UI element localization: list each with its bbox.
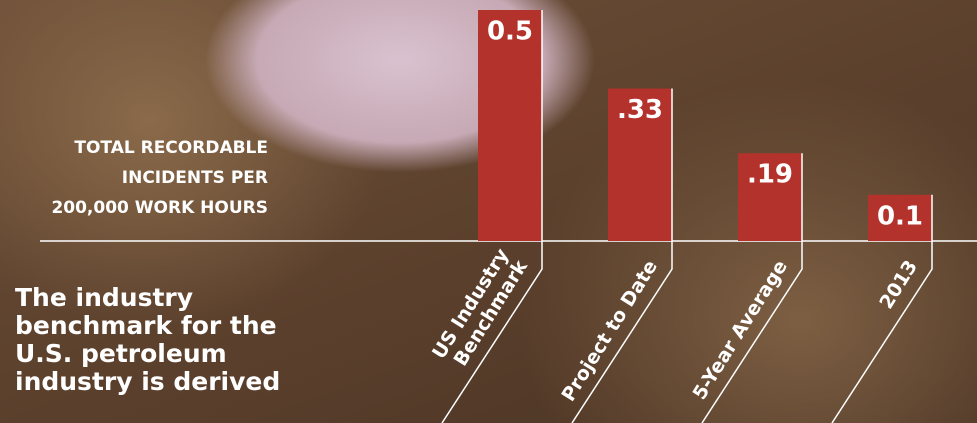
annotation-line: U.S. petroleum	[15, 340, 280, 368]
annotation-line: industry is derived	[15, 368, 280, 396]
value-label: .19	[747, 160, 793, 190]
annotation-line: benchmark for the	[15, 312, 280, 340]
axis-title-line: INCIDENTS PER	[51, 163, 268, 193]
value-label: 0.5	[487, 17, 533, 47]
annotation-line: The industry	[15, 284, 280, 312]
infographic: 0.5 .33 .19 0.1 TOTAL RECORDABLEINCIDENTS P…	[0, 0, 977, 423]
value-label: .33	[617, 95, 663, 125]
axis-title-line: 200,000 WORK HOURS	[51, 193, 268, 223]
axis-title-line: TOTAL RECORDABLE	[51, 133, 268, 163]
value-label: 0.1	[877, 201, 923, 231]
